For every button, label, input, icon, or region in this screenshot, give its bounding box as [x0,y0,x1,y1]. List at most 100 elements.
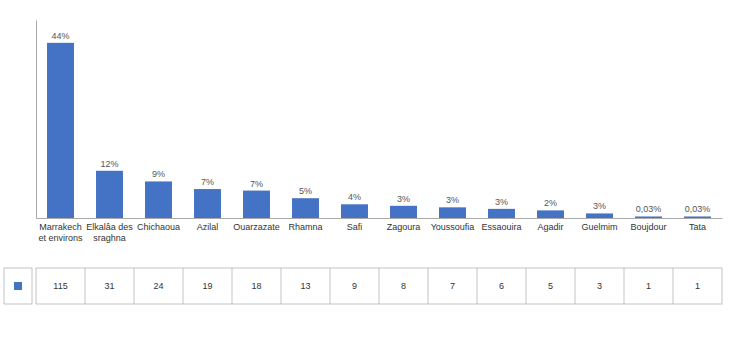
bar [145,181,172,218]
count-label: 3 [597,281,602,291]
x-tick: Zagoura [387,222,421,232]
x-tick-label-line: Azilal [197,222,219,232]
count-label: 31 [104,281,114,291]
count-label: 6 [499,281,504,291]
count-row-border [36,268,722,304]
x-tick: Agadir [537,222,563,232]
x-tick-label-line: Elkalâa des [86,222,133,232]
bar [243,191,270,218]
count-divider [330,268,331,304]
x-tick-label-line: Marrakech [39,222,82,232]
x-tick-label: Boujdour [630,222,666,232]
x-tick-label-line: Tata [689,222,706,232]
bar [684,216,711,218]
count-divider [575,268,576,304]
x-tick-label: Zagoura [387,222,421,232]
x-tick-label: Chichaoua [137,222,180,232]
legend-swatch [14,282,22,290]
bar [47,43,74,218]
share-labels: 44% 12% 9% 7% 7% 5% 4% 3% 3% 3% 2% 3% 0,03% 0,03% [51,31,710,215]
count-divider [477,268,478,304]
x-tick: Ouarzazate [233,222,280,232]
count-divider [85,268,86,304]
share-label: 5% [299,186,312,196]
x-tick: Chichaoua [137,222,180,232]
share-label: 4% [348,192,361,202]
share-label: 2% [544,198,557,208]
x-tick: Youssoufia [431,222,475,232]
chart: 44% 12% 9% 7% 7% 5% 4% 3% 3% 3% 2% 3% 0,03% 0,03% Marr… [0,0,730,353]
x-tick-label-line: Zagoura [387,222,421,232]
share-label: 12% [100,159,118,169]
x-tick-label-line: Chichaoua [137,222,180,232]
count-label: 8 [401,281,406,291]
count-label: 18 [251,281,261,291]
bar [439,207,466,218]
bars [47,43,711,218]
count-divider [673,268,674,304]
bar [194,189,221,218]
x-tick-label-line: Safi [347,222,363,232]
count-divider [428,268,429,304]
x-tick-label-line: Agadir [537,222,563,232]
x-tick-label: Youssoufia [431,222,475,232]
share-label: 3% [446,195,459,205]
y-axis-line [36,21,37,219]
count-row: 115312419181398765311 [4,268,722,304]
count-divider [232,268,233,304]
x-tick: Safi [347,222,363,232]
count-label: 115 [53,281,67,291]
x-tick-label: Agadir [537,222,563,232]
count-label: 9 [352,281,357,291]
x-tick-label: Marrakechet environs [38,222,83,243]
count-label: 24 [153,281,163,291]
count-divider [526,268,527,304]
bar [96,171,123,218]
bar [635,216,662,218]
count-label: 1 [695,281,700,291]
share-label: 0,03% [685,204,711,214]
x-tick-label: Elkalâa dessraghna [86,222,133,243]
count-label: 5 [548,281,553,291]
legend-cell [4,268,32,304]
bar [488,209,515,218]
share-label: 7% [201,177,214,187]
count-label: 7 [450,281,455,291]
share-label: 3% [495,197,508,207]
x-tick-label-line: Essaouira [481,222,521,232]
x-tick-label-line: Youssoufia [431,222,475,232]
count-label: 19 [202,281,212,291]
x-tick-label: Guelmim [581,222,617,232]
bar [537,210,564,218]
x-tick: Elkalâa dessraghna [86,222,133,243]
share-label: 44% [51,31,69,41]
share-label: 0,03% [636,204,662,214]
count-divider [281,268,282,304]
share-label: 7% [250,179,263,189]
count-divider [134,268,135,304]
x-tick-label: Rhamna [288,222,322,232]
count-label: 13 [300,281,310,291]
share-label: 3% [397,194,410,204]
x-tick-label-line: Ouarzazate [233,222,280,232]
x-tick-label-line: Boujdour [630,222,666,232]
x-tick: Rhamna [288,222,322,232]
share-label: 3% [593,201,606,211]
x-tick-label-line: Rhamna [288,222,322,232]
count-divider [183,268,184,304]
x-tick-label: Tata [689,222,706,232]
x-tick-label: Safi [347,222,363,232]
x-tick: Marrakechet environs [38,222,83,243]
x-axis: Marrakechet environsElkalâa dessraghna Ch… [37,219,723,244]
bar [390,206,417,218]
x-tick: Guelmim [581,222,617,232]
y-axis [36,21,37,219]
bar [292,198,319,218]
x-tick-label: Azilal [197,222,219,232]
count-divider [624,268,625,304]
x-tick: Tata [689,222,706,232]
x-tick: Boujdour [630,222,666,232]
share-label: 9% [152,169,165,179]
x-tick-label-line: et environs [38,233,83,243]
x-tick-label-line: Guelmim [581,222,617,232]
